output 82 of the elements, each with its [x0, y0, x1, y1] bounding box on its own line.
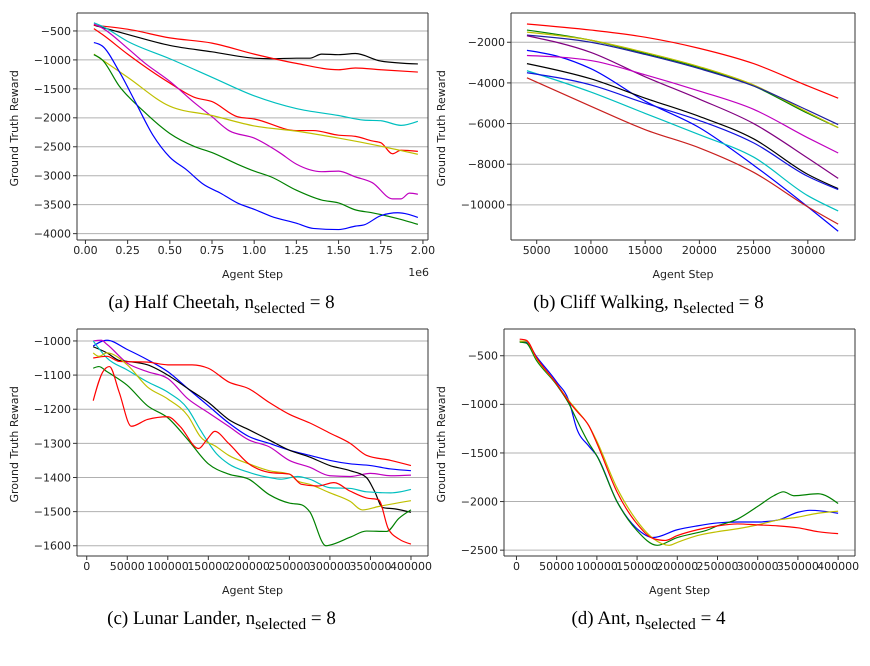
text: 1e6	[408, 266, 429, 279]
y-axis-title: Ground Truth Reward	[434, 386, 448, 502]
y-tick-label: −1500	[34, 506, 71, 519]
x-axis-title: Agent Step	[222, 268, 284, 281]
x-tick-label: 50000	[110, 560, 145, 573]
line-series	[93, 24, 418, 73]
line-series	[93, 24, 418, 65]
x-tick-label: 100000	[146, 560, 189, 573]
x-tick-label: 350000	[776, 560, 819, 573]
x-tick-label: 300000	[736, 560, 779, 573]
y-tick-label: −2500	[460, 544, 498, 558]
x-tick-label: 5000	[522, 244, 551, 257]
x-tick-label: 400000	[817, 560, 860, 573]
y-tick-label: −1000	[460, 398, 498, 412]
x-tick-label: 0	[83, 560, 90, 573]
line-series	[93, 28, 418, 154]
y-tick-label: −1400	[34, 471, 71, 484]
x-axis-title: Agent Step	[652, 268, 714, 281]
y-axis-title: Ground Truth Reward	[8, 70, 21, 186]
y-tick-label: −10000	[460, 198, 505, 212]
y-tick-label: −4000	[468, 76, 505, 90]
x-tick-label: 15000	[628, 244, 663, 257]
x-tick-label: 200000	[656, 560, 698, 573]
x-tick-label: 150000	[616, 560, 658, 573]
y-tick-label: −8000	[468, 158, 505, 172]
x-tick-label: 400000	[390, 560, 432, 573]
y-tick-label: −4000	[34, 228, 71, 241]
y-axis-title: Ground Truth Reward	[8, 386, 21, 502]
x-tick-label: 350000	[349, 560, 392, 573]
x-tick-label: 100000	[576, 560, 618, 573]
y-tick-label: −1600	[34, 540, 71, 553]
x-tick-label: 300000	[308, 560, 351, 573]
line-series	[92, 356, 412, 466]
x-tick-label: 250000	[268, 560, 310, 573]
y-tick-label: −2000	[34, 112, 71, 125]
x-tick-label: 0.25	[115, 244, 140, 257]
line-series	[526, 50, 839, 232]
y-tick-label: −3500	[34, 198, 71, 212]
x-tick-label: 0.75	[200, 244, 224, 257]
y-tick-label: −3000	[34, 170, 71, 183]
x-tick-label: 20000	[682, 244, 717, 257]
x-tick-label: 1.75	[368, 244, 393, 257]
x-tick-label: 10000	[573, 244, 608, 257]
x-tick-label: 0.50	[158, 244, 182, 257]
y-tick-label: −1300	[34, 437, 71, 450]
text: (c) Lunar Lander, n$_{selected}$ = 8	[106, 607, 337, 635]
line-series	[93, 22, 418, 126]
x-tick-label: 1.00	[242, 244, 266, 257]
y-tick-label: −1100	[34, 368, 71, 382]
y-axis-title: Ground Truth Reward	[434, 70, 448, 186]
x-tick-label: 250000	[696, 560, 738, 573]
y-tick-label: −2000	[460, 495, 498, 508]
y-tick-label: −1200	[34, 403, 71, 416]
x-tick-label: 150000	[187, 560, 230, 573]
x-tick-label: 25000	[736, 244, 772, 257]
y-tick-label: −500	[40, 24, 71, 38]
x-tick-label: 2.00	[410, 244, 436, 257]
x-tick-label: 1.50	[326, 244, 351, 257]
x-tick-label: 30000	[790, 244, 826, 257]
text: (d) Ant, n$_{selected}$ = 4	[570, 607, 727, 635]
y-tick-label: −1500	[460, 446, 498, 460]
y-tick-label: −2500	[34, 140, 71, 154]
line-series	[93, 23, 418, 200]
y-tick-label: −1000	[34, 334, 71, 348]
x-tick-label: 200000	[228, 560, 270, 573]
text: (b) Cliff Walking, n$_{selected}$ = 8	[532, 291, 765, 319]
x-tick-label: 0.00	[73, 244, 98, 257]
line-series	[526, 54, 839, 154]
line-series	[526, 35, 839, 180]
y-tick-label: −500	[468, 350, 498, 363]
x-axis-title: Agent Step	[648, 584, 710, 597]
x-axis-title: Agent Step	[222, 584, 284, 597]
x-tick-label: 50000	[539, 560, 574, 573]
line-series	[93, 54, 418, 155]
text: (a) Half Cheetah, n$_{selected}$ = 8	[107, 291, 336, 319]
line-series	[526, 23, 839, 99]
y-tick-label: −1500	[34, 82, 71, 96]
x-tick-label: 1.25	[284, 244, 309, 257]
y-tick-label: −1000	[34, 54, 71, 67]
y-tick-label: −6000	[468, 117, 505, 130]
x-tick-label: 0	[512, 560, 520, 573]
y-tick-label: −2000	[468, 36, 505, 50]
